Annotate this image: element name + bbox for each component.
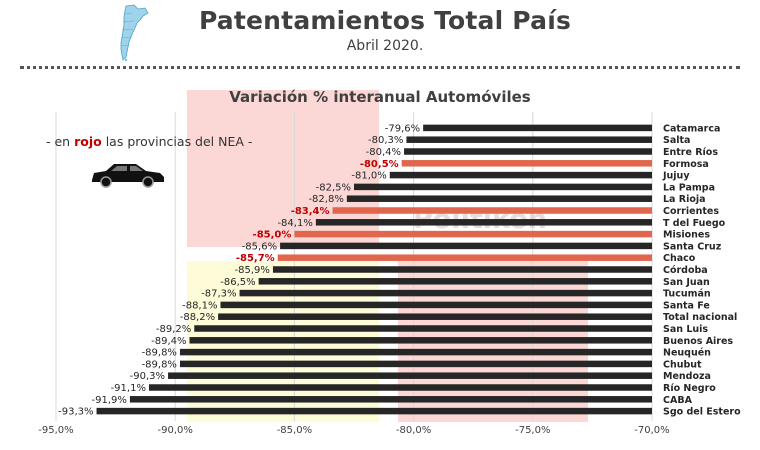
bar-neuquen: [179, 348, 652, 356]
bar-cordoba: [272, 266, 652, 273]
category-label-formosa: Formosa: [663, 159, 709, 170]
car-icon: [92, 164, 164, 188]
bar-misiones: [294, 230, 652, 238]
bar-chubut: [179, 360, 652, 368]
value-label-rio-negro: -91,1%: [111, 383, 146, 394]
nea-legend-suffix: las provincias del NEA -: [106, 134, 253, 149]
value-label-la-pampa: -82,5%: [316, 182, 351, 193]
nea-legend-highlight: rojo: [74, 134, 102, 149]
bar-corrientes: [332, 207, 652, 214]
value-label-misiones: -85,0%: [253, 230, 292, 241]
value-labels: -79,6%-80,3%-80,4%-80,5%-81,0%-82,5%-82,…: [58, 123, 420, 417]
page-subtitle: Abril 2020.: [346, 38, 424, 54]
bar-santa-fe: [220, 301, 652, 309]
value-label-corrientes: -83,4%: [291, 206, 330, 217]
bar-la-rioja: [346, 195, 652, 202]
value-label-salta: -80,3%: [368, 135, 403, 146]
value-label-sgo-del-estero: -93,3%: [58, 407, 93, 418]
x-tick-label: -95,0%: [38, 425, 73, 436]
dotted-divider: [20, 66, 740, 69]
category-label-t-del-fuego: T del Fuego: [663, 218, 726, 229]
bar-buenos-aires: [189, 337, 652, 344]
value-label-san-juan: -86,5%: [220, 277, 255, 288]
value-label-chubut: -89,8%: [142, 359, 177, 370]
value-label-jujuy: -81,0%: [351, 171, 386, 182]
x-tick-label: -85,0%: [277, 425, 312, 436]
category-label-tucuman: Tucumán: [663, 289, 711, 300]
bar-tucuman: [239, 289, 652, 297]
x-tick-label: -80,0%: [396, 425, 431, 436]
value-label-san-luis: -89,2%: [156, 324, 191, 335]
bar-entre-rios: [404, 148, 652, 155]
category-label-corrientes: Corrientes: [663, 206, 719, 217]
page-title: Patentamientos Total País: [198, 6, 572, 35]
bar-san-luis: [194, 325, 652, 332]
category-label-total-nacional: Total nacional: [663, 312, 737, 323]
value-label-buenos-aires: -89,4%: [151, 336, 186, 347]
bar-total-nacional: [218, 313, 652, 320]
nea-legend-prefix: - en: [46, 134, 70, 149]
category-label-la-pampa: La Pampa: [663, 182, 715, 193]
value-label-cordoba: -85,9%: [235, 265, 270, 276]
bar-catamarca: [423, 124, 652, 132]
bar-t-del-fuego: [315, 219, 652, 226]
category-label-rio-negro: Río Negro: [663, 383, 716, 394]
value-label-santa-fe: -88,1%: [182, 300, 217, 311]
category-label-caba: CABA: [663, 395, 693, 406]
x-tick-label: -70,0%: [634, 425, 669, 436]
bar-chaco: [277, 254, 652, 261]
value-label-santa-cruz: -85,6%: [242, 241, 277, 252]
bar-chart: Politikon Variación % interanual Automóv…: [38, 88, 741, 436]
bar-jujuy: [389, 171, 652, 179]
category-label-cordoba: Córdoba: [663, 265, 708, 276]
bar-salta: [406, 136, 652, 143]
bar-formosa: [401, 160, 652, 167]
value-label-total-nacional: -88,2%: [180, 312, 215, 323]
x-tick-label: -75,0%: [515, 425, 550, 436]
category-label-santa-fe: Santa Fe: [663, 300, 710, 311]
value-label-chaco: -85,7%: [236, 253, 275, 264]
category-label-san-luis: San Luis: [663, 324, 708, 335]
bar-caba: [129, 396, 653, 403]
value-label-la-rioja: -82,8%: [308, 194, 343, 205]
category-label-chaco: Chaco: [663, 253, 696, 264]
argentina-map-icon: [120, 4, 149, 62]
category-label-catamarca: Catamarca: [663, 123, 720, 134]
header: Patentamientos Total País Abril 2020.: [0, 0, 760, 70]
category-label-misiones: Misiones: [663, 230, 710, 241]
value-label-formosa: -80,5%: [360, 159, 399, 170]
category-label-san-juan: San Juan: [663, 277, 710, 288]
x-axis-ticks: -95,0% -90,0% -85,0% -80,0% -75,0% -70,0%: [38, 425, 669, 436]
bar-sgo-del-estero: [96, 407, 652, 415]
bar-santa-cruz: [280, 242, 652, 250]
x-tick-label: -90,0%: [158, 425, 193, 436]
chart-title: Variación % interanual Automóviles: [229, 88, 531, 106]
category-label-jujuy: Jujuy: [662, 171, 690, 182]
category-label-entre-rios: Entre Ríos: [663, 147, 718, 158]
category-label-la-rioja: La Rioja: [663, 194, 706, 205]
category-label-sgo-del-estero: Sgo del Estero: [663, 407, 741, 418]
category-label-neuquen: Neuquén: [663, 348, 711, 359]
category-label-chubut: Chubut: [663, 359, 702, 370]
bar-rio-negro: [148, 384, 652, 391]
value-label-neuquen: -89,8%: [142, 348, 177, 359]
category-label-buenos-aires: Buenos Aires: [663, 336, 733, 347]
bar-san-juan: [258, 278, 652, 285]
value-label-catamarca: -79,6%: [385, 123, 420, 134]
value-label-mendoza: -90,3%: [130, 371, 165, 382]
category-label-santa-cruz: Santa Cruz: [663, 241, 722, 252]
value-label-caba: -91,9%: [92, 395, 127, 406]
value-label-entre-rios: -80,4%: [366, 147, 401, 158]
nea-legend-note: - en rojo las provincias del NEA -: [46, 134, 252, 149]
bar-mendoza: [168, 372, 652, 379]
category-label-salta: Salta: [663, 135, 690, 146]
value-label-t-del-fuego: -84,1%: [277, 218, 312, 229]
category-label-mendoza: Mendoza: [663, 371, 711, 382]
bar-la-pampa: [354, 183, 652, 191]
bars: [96, 124, 653, 415]
value-label-tucuman: -87,3%: [201, 289, 236, 300]
